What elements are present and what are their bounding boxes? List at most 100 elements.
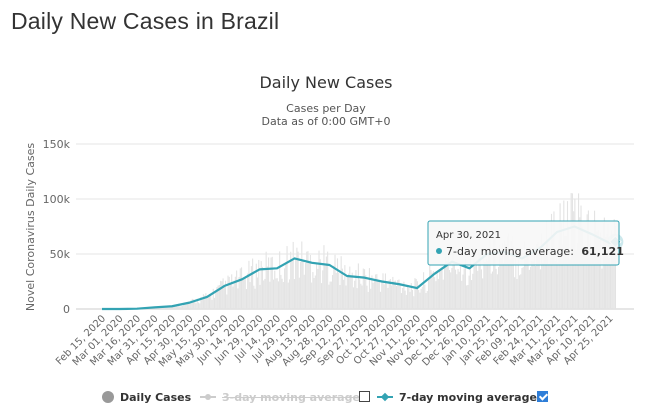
daily-case-bar xyxy=(221,281,223,309)
daily-case-bar xyxy=(186,302,188,309)
daily-case-bar xyxy=(227,275,229,309)
daily-case-bar xyxy=(443,264,446,309)
daily-case-bar xyxy=(459,265,462,309)
legend: Daily Cases 3-day moving average 7-day m… xyxy=(0,386,647,408)
daily-case-bar xyxy=(384,273,386,309)
daily-case-bar xyxy=(264,278,266,309)
daily-case-bar xyxy=(568,226,570,309)
checkbox-3day[interactable] xyxy=(359,391,370,402)
daily-case-bar xyxy=(490,273,492,309)
daily-case-bar xyxy=(319,259,321,309)
daily-case-bar xyxy=(612,250,614,309)
daily-case-bar xyxy=(189,302,191,309)
legend-item-7day[interactable]: 7-day moving average xyxy=(377,386,537,408)
daily-case-bar xyxy=(288,279,291,309)
daily-case-bar xyxy=(515,247,517,309)
daily-case-bar xyxy=(276,278,278,309)
daily-case-bar xyxy=(455,269,457,309)
daily-case-bar xyxy=(477,270,479,309)
daily-case-bar xyxy=(304,263,307,309)
daily-case-bar xyxy=(314,275,316,309)
daily-case-bar xyxy=(252,258,254,309)
daily-case-bar xyxy=(378,280,380,309)
daily-case-bar xyxy=(398,279,400,309)
daily-case-bar xyxy=(248,260,250,309)
daily-case-bar xyxy=(506,236,508,309)
daily-case-bar xyxy=(482,278,484,309)
daily-case-bar xyxy=(606,233,608,309)
daily-case-bar xyxy=(357,263,359,309)
daily-case-bar xyxy=(202,294,204,309)
daily-case-bar xyxy=(234,276,236,309)
daily-case-bar xyxy=(259,284,261,309)
daily-case-bar xyxy=(420,288,422,309)
daily-case-bar xyxy=(324,265,326,309)
daily-case-bar xyxy=(602,222,604,309)
daily-case-bar xyxy=(168,306,170,309)
daily-case-bar xyxy=(162,307,164,309)
daily-case-bar xyxy=(290,251,292,309)
daily-case-bar xyxy=(484,261,486,309)
daily-case-bar xyxy=(165,307,168,309)
daily-case-bar xyxy=(611,230,613,309)
daily-case-bar xyxy=(457,269,459,309)
daily-case-bar xyxy=(486,260,489,309)
daily-case-bar xyxy=(204,295,206,309)
daily-case-bar xyxy=(346,276,348,309)
daily-case-bar xyxy=(274,270,276,309)
daily-case-bar xyxy=(542,262,544,309)
chart-subtitle-1: Cases per Day xyxy=(286,102,366,115)
daily-case-bar xyxy=(496,274,498,309)
daily-case-bar xyxy=(600,232,602,309)
daily-case-bar xyxy=(336,258,339,309)
daily-case-bar xyxy=(505,244,507,309)
daily-case-bar xyxy=(452,246,454,309)
daily-case-bar xyxy=(391,285,393,309)
daily-case-bar xyxy=(548,264,550,309)
daily-case-bar xyxy=(558,239,560,309)
daily-case-bar xyxy=(307,251,309,309)
daily-case-bar xyxy=(386,283,388,309)
daily-case-bar xyxy=(296,247,298,309)
daily-case-bar xyxy=(592,251,594,309)
daily-case-bar xyxy=(427,278,430,309)
y-tick-label: 150k xyxy=(43,138,71,151)
daily-case-bar xyxy=(229,283,232,309)
daily-case-bar xyxy=(277,281,279,309)
daily-case-bar xyxy=(211,299,213,309)
daily-case-bar xyxy=(272,279,275,309)
daily-case-bar xyxy=(172,305,174,309)
daily-case-bar xyxy=(350,276,352,309)
daily-case-bar xyxy=(516,278,518,309)
daily-case-bar xyxy=(562,244,564,309)
daily-case-bar xyxy=(334,254,336,309)
daily-case-bar xyxy=(183,303,185,309)
legend-item-3day[interactable]: 3-day moving average xyxy=(200,386,360,408)
daily-case-bar xyxy=(322,270,324,309)
daily-case-bar xyxy=(409,291,411,309)
daily-case-bar xyxy=(387,287,389,309)
daily-case-bar xyxy=(195,303,197,309)
daily-case-bar xyxy=(367,291,369,309)
daily-case-bar xyxy=(228,276,230,309)
daily-case-bar xyxy=(547,241,549,309)
daily-case-bar xyxy=(543,251,545,309)
daily-case-bar xyxy=(210,294,212,309)
daily-case-bar xyxy=(554,260,556,309)
daily-case-bar xyxy=(591,255,593,309)
line-marker-icon xyxy=(377,391,393,403)
tooltip: Apr 30, 2021 7-day moving average: 61,12… xyxy=(427,220,624,266)
checkbox-7day[interactable] xyxy=(537,391,548,402)
daily-case-bar xyxy=(175,306,177,309)
page-title: Daily New Cases in Brazil xyxy=(11,8,280,34)
daily-case-bar xyxy=(467,284,469,309)
daily-case-bar xyxy=(525,258,527,309)
tooltip-date: Apr 30, 2021 xyxy=(436,230,501,241)
daily-case-bar xyxy=(308,261,310,309)
daily-case-bar xyxy=(363,269,366,309)
daily-case-bar xyxy=(564,235,566,309)
daily-case-bar xyxy=(464,259,466,309)
legend-item-daily-cases[interactable]: Daily Cases xyxy=(102,386,191,408)
daily-case-bar xyxy=(541,233,543,309)
daily-case-bar xyxy=(298,277,300,309)
